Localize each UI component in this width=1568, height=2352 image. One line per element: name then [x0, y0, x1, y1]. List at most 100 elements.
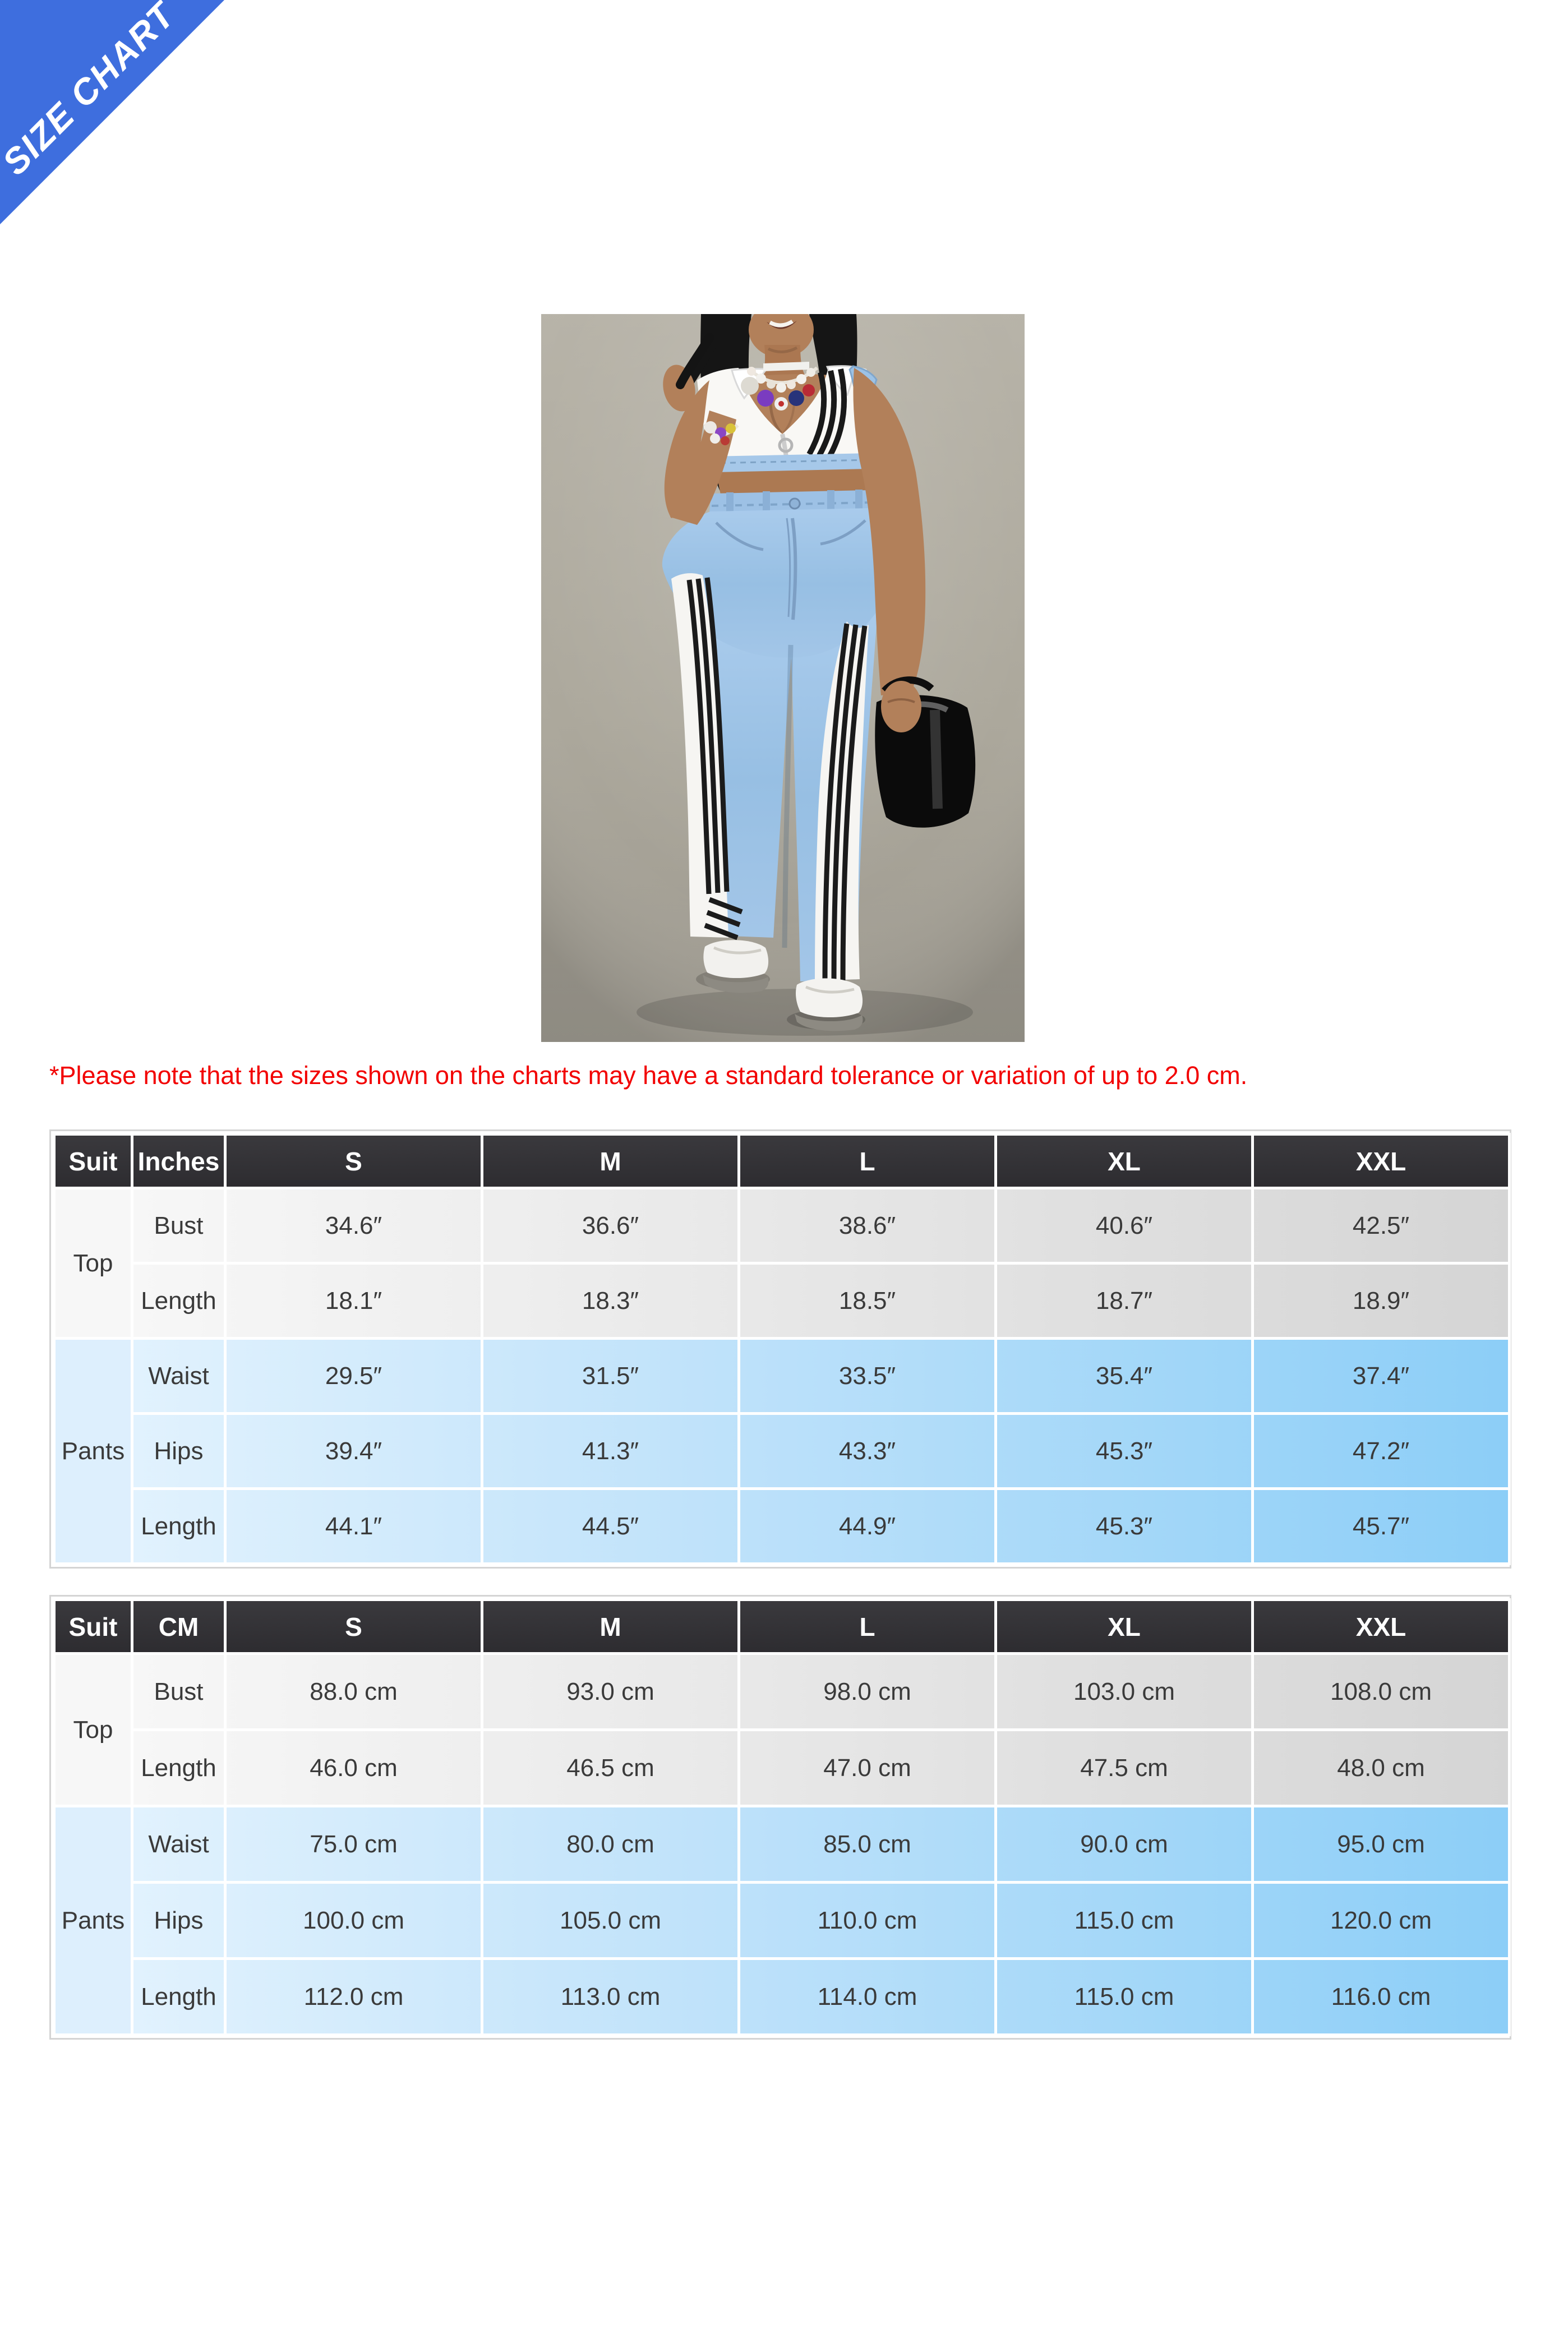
value-cell: 29.5″ [224, 1337, 483, 1415]
value-cell: 39.4″ [224, 1412, 483, 1490]
value-cell: 105.0 cm [481, 1881, 740, 1960]
value-cell: 116.0 cm [1251, 1957, 1511, 2036]
value-cell: 47.2″ [1251, 1412, 1511, 1490]
cm-header-row: Suit CM S M L XL XXL [53, 1598, 1511, 1655]
value-cell: 45.3″ [994, 1487, 1254, 1565]
inches-pants-hips-row: Hips 39.4″ 41.3″ 43.3″ 45.3″ 47.2″ [54, 1412, 1511, 1490]
bracelet [703, 421, 739, 445]
row-label-waist: Waist [131, 1805, 227, 1884]
right-sole [795, 1014, 863, 1031]
row-label-hips: Hips [131, 1881, 227, 1960]
value-cell: 36.6″ [481, 1187, 740, 1265]
header-size-m: M [481, 1133, 740, 1189]
inches-top-bust-row: Top Bust 34.6″ 36.6″ 38.6″ 40.6″ 42.5″ [53, 1187, 1511, 1340]
necklace [741, 366, 818, 411]
model-face [749, 314, 814, 379]
value-cell: 40.6″ [994, 1187, 1254, 1265]
header-size-s: S [224, 1598, 483, 1655]
inches-table: Suit Inches S M L XL XXL Top Bust 34.6″ … [53, 1133, 1511, 1565]
left-sole [703, 975, 769, 993]
row-label-length: Length [131, 1487, 227, 1565]
value-cell: 48.0 cm [1251, 1728, 1511, 1807]
inches-top-length-row: Length 18.1″ 18.3″ 18.5″ 18.7″ 18.9″ [54, 1262, 1511, 1340]
sneakers [696, 940, 865, 1031]
value-cell: 47.0 cm [737, 1728, 997, 1807]
value-cell: 47.5 cm [994, 1728, 1254, 1807]
value-cell: 44.5″ [481, 1487, 740, 1565]
header-size-l: L [737, 1133, 997, 1189]
value-cell: 18.3″ [481, 1262, 740, 1340]
jeans [662, 490, 880, 981]
value-cell: 80.0 cm [481, 1805, 740, 1884]
left-leg-stripes [686, 577, 743, 940]
header-unit-cm: CM [131, 1598, 227, 1655]
value-cell: 115.0 cm [994, 1957, 1254, 2036]
header-unit-inches: Inches [131, 1133, 227, 1189]
cm-table: Suit CM S M L XL XXL Top Bust 88.0 cm 93… [53, 1598, 1511, 2036]
inches-header-row: Suit Inches S M L XL XXL [53, 1133, 1511, 1189]
value-cell: 95.0 cm [1251, 1805, 1511, 1884]
row-label-length: Length [131, 1957, 227, 2036]
value-cell: 18.5″ [737, 1262, 997, 1340]
right-shoe [796, 978, 863, 1018]
group-label-pants: Pants [53, 1337, 133, 1565]
left-shoe [703, 940, 769, 979]
row-label-hips: Hips [131, 1412, 227, 1490]
size-chart-ribbon: SIZE CHART [0, 0, 224, 224]
right-hand [881, 681, 921, 732]
value-cell: 103.0 cm [994, 1652, 1254, 1731]
cm-pants-waist-row: Pants Waist 75.0 cm 80.0 cm 85.0 cm 90.0… [53, 1805, 1511, 2036]
value-cell: 18.1″ [224, 1262, 483, 1340]
right-leg-stripes [822, 623, 868, 981]
header-size-l: L [737, 1598, 997, 1655]
value-cell: 100.0 cm [224, 1881, 483, 1960]
value-cell: 93.0 cm [481, 1652, 740, 1731]
group-label-top: Top [53, 1187, 133, 1340]
ribbon-label: SIZE CHART [0, 0, 183, 183]
header-suit: Suit [53, 1133, 133, 1189]
value-cell: 45.7″ [1251, 1487, 1511, 1565]
value-cell: 112.0 cm [224, 1957, 483, 2036]
cm-pants-hips-row: Hips 100.0 cm 105.0 cm 110.0 cm 115.0 cm… [54, 1881, 1511, 1960]
value-cell: 98.0 cm [737, 1652, 997, 1731]
inches-pants-length-row: Length 44.1″ 44.5″ 44.9″ 45.3″ 45.7″ [54, 1487, 1511, 1565]
zipper-pull [778, 437, 794, 453]
header-suit: Suit [53, 1598, 133, 1655]
value-cell: 38.6″ [737, 1187, 997, 1265]
header-size-m: M [481, 1598, 740, 1655]
group-label-pants: Pants [53, 1805, 133, 2036]
value-cell: 75.0 cm [224, 1805, 483, 1884]
value-cell: 85.0 cm [737, 1805, 997, 1884]
value-cell: 46.0 cm [224, 1728, 483, 1807]
inches-pants-waist-row: Pants Waist 29.5″ 31.5″ 33.5″ 35.4″ 37.4… [53, 1337, 1511, 1565]
model-right-arm [853, 368, 976, 828]
cm-top-length-row: Length 46.0 cm 46.5 cm 47.0 cm 47.5 cm 4… [54, 1728, 1511, 1807]
value-cell: 43.3″ [737, 1412, 997, 1490]
value-cell: 44.9″ [737, 1487, 997, 1565]
row-label-length: Length [131, 1728, 227, 1807]
value-cell: 42.5″ [1251, 1187, 1511, 1265]
value-cell: 114.0 cm [737, 1957, 997, 2036]
size-table-cm: Suit CM S M L XL XXL Top Bust 88.0 cm 93… [49, 1595, 1511, 2040]
value-cell: 18.9″ [1251, 1262, 1511, 1340]
value-cell: 44.1″ [224, 1487, 483, 1565]
row-label-length: Length [131, 1262, 227, 1340]
value-cell: 90.0 cm [994, 1805, 1254, 1884]
model-midriff [716, 469, 869, 495]
value-cell: 33.5″ [737, 1337, 997, 1415]
tolerance-note: *Please note that the sizes shown on the… [49, 1061, 1248, 1090]
value-cell: 18.7″ [994, 1262, 1254, 1340]
value-cell: 115.0 cm [994, 1881, 1254, 1960]
header-size-s: S [224, 1133, 483, 1189]
cm-pants-length-row: Length 112.0 cm 113.0 cm 114.0 cm 115.0 … [54, 1957, 1511, 2036]
product-photo [541, 314, 1025, 1042]
value-cell: 110.0 cm [737, 1881, 997, 1960]
value-cell: 46.5 cm [481, 1728, 740, 1807]
header-size-xl: XL [994, 1598, 1254, 1655]
row-label-bust: Bust [131, 1652, 227, 1731]
value-cell: 88.0 cm [224, 1652, 483, 1731]
model-illustration [541, 314, 1025, 1042]
top-stripes [806, 368, 847, 458]
row-label-bust: Bust [131, 1187, 227, 1265]
